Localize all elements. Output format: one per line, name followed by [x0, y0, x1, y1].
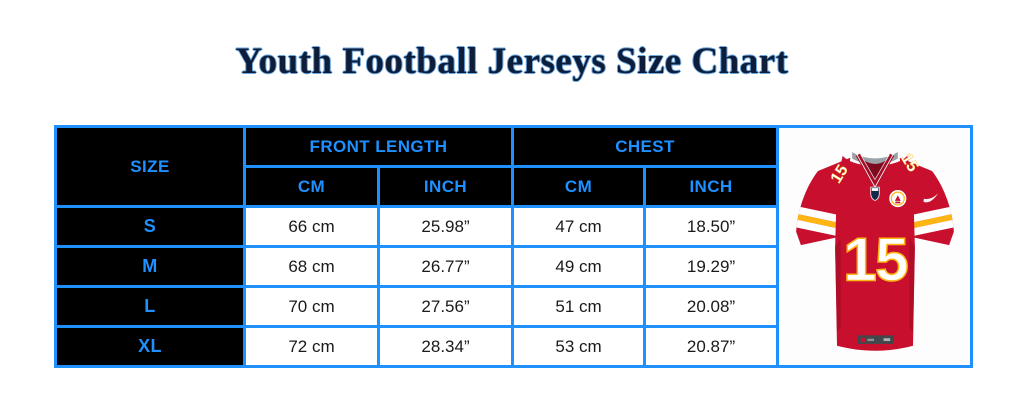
chest-cm-value: 49 cm	[511, 245, 647, 288]
table-row-size-s: S 66 cm 25.98” 47 cm 18.50”	[54, 205, 972, 248]
size-chart-container: SIZE FRONT LENGTH CHEST	[54, 125, 974, 368]
front-length-inch-value: 26.77”	[376, 245, 515, 288]
table-row-size-xl: XL 72 cm 28.34” 53 cm 20.87”	[54, 325, 972, 368]
header-size: SIZE	[54, 125, 246, 208]
front-length-cm-value: 72 cm	[243, 325, 380, 368]
chest-cm-value: 47 cm	[511, 205, 647, 248]
jersey-product-image: 15 15 15	[776, 125, 974, 368]
page-title: Youth Football Jerseys Size Chart	[235, 41, 789, 82]
chest-inch-value: 19.29”	[643, 245, 780, 288]
chest-inch-value: 20.87”	[643, 325, 780, 368]
chest-cm-value: 51 cm	[511, 285, 647, 328]
front-length-inch-value: 27.56”	[376, 285, 515, 328]
front-length-cm-value: 66 cm	[243, 205, 380, 248]
jersey-collar	[855, 152, 894, 189]
jersey-illustration: 15 15 15	[795, 150, 954, 351]
header-chest-inch: INCH	[643, 165, 780, 208]
size-label: S	[54, 205, 246, 248]
header-front-length-inch: INCH	[376, 165, 515, 208]
size-label: M	[54, 245, 246, 288]
size-chart-table: SIZE FRONT LENGTH CHEST	[54, 125, 974, 368]
front-length-cm-value: 68 cm	[243, 245, 380, 288]
team-patch-icon	[887, 188, 907, 208]
chest-inch-value: 18.50”	[643, 205, 780, 248]
jersey-chest-number: 15	[843, 225, 908, 293]
table-row-size-m: M 68 cm 26.77” 49 cm 19.29”	[54, 245, 972, 288]
nfl-shield-icon	[869, 186, 880, 201]
size-label: XL	[54, 325, 246, 368]
front-length-inch-value: 28.34”	[376, 325, 515, 368]
chest-inch-value: 20.08”	[643, 285, 780, 328]
front-length-cm-value: 70 cm	[243, 285, 380, 328]
nike-swoosh-icon	[922, 192, 938, 202]
header-front-length: FRONT LENGTH	[242, 125, 515, 168]
header-chest: CHEST	[511, 125, 780, 168]
size-label: L	[54, 285, 246, 328]
front-length-inch-value: 25.98”	[376, 205, 515, 248]
header-row-units: CM INCH CM INCH	[56, 165, 972, 208]
header-front-length-cm: CM	[243, 165, 380, 208]
jersey-jock-tag	[857, 334, 894, 344]
header-row-groups: SIZE FRONT LENGTH CHEST	[54, 125, 974, 368]
chest-cm-value: 53 cm	[511, 325, 647, 368]
table-row-size-l: L 70 cm 27.56” 51 cm 20.08”	[54, 285, 972, 328]
header-chest-cm: CM	[511, 165, 647, 208]
